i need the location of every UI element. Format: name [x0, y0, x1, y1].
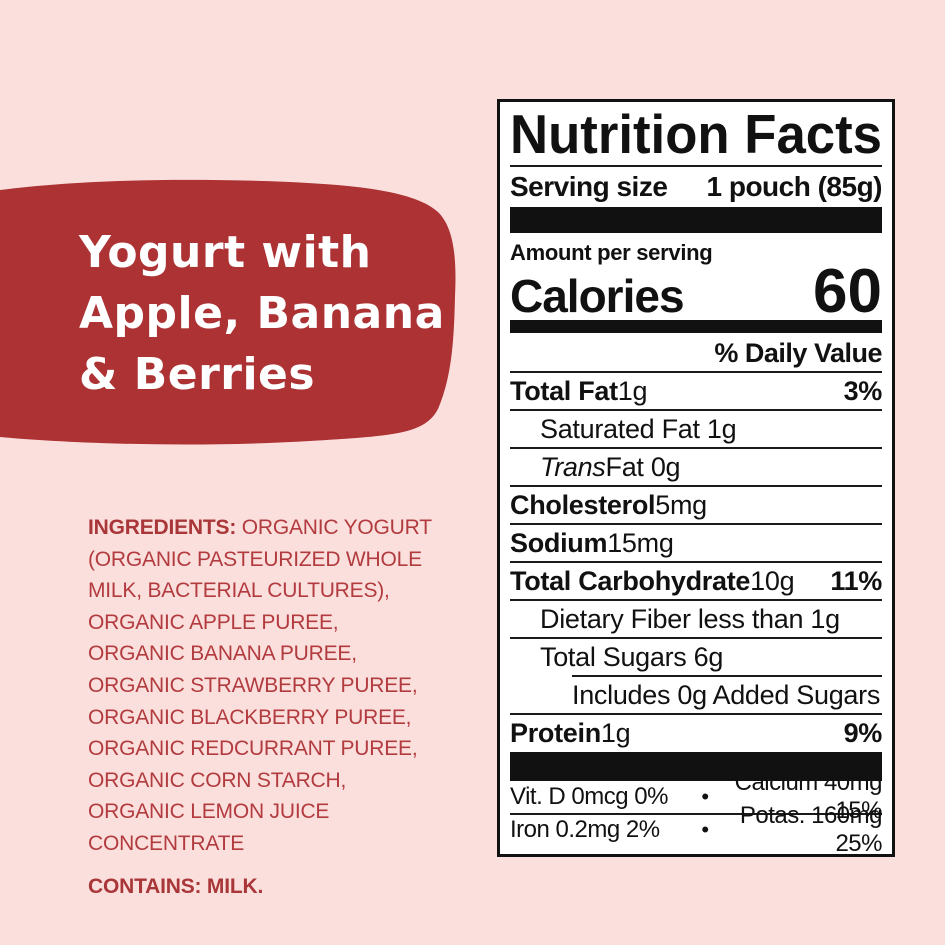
product-title-blob	[0, 168, 460, 460]
nutrient-name: Cholesterol	[510, 489, 656, 520]
nutrient-row-dietary-fiber: Dietary Fiber less than 1g	[510, 599, 882, 637]
nutrient-amount: Includes 0g Added Sugars	[572, 679, 881, 710]
nutrient-row-saturated-fat: Saturated Fat 1g	[510, 409, 882, 447]
nutrient-amount: 10g	[750, 565, 795, 596]
micronutrient-left: Iron 0.2mg 2%	[510, 816, 660, 843]
nutrient-amount: Fat 0g	[605, 451, 681, 482]
product-title-line: & Berries	[79, 349, 316, 400]
ingredients-section: INGREDIENTS: ORGANIC YOGURT (ORGANIC PAS…	[88, 512, 440, 902]
amount-per-serving-label: Amount per serving	[510, 240, 713, 265]
nutrient-row-trans-fat: Trans Fat 0g	[510, 447, 882, 485]
daily-value-header: % Daily Value	[714, 337, 882, 368]
nutrient-amount: Dietary Fiber less than 1g	[540, 603, 840, 634]
product-title: Yogurt with Apple, Banana & Berries	[79, 222, 445, 405]
nutrient-row-cholesterol: Cholesterol 5mg	[510, 485, 882, 523]
product-title-line: Yogurt with	[79, 227, 372, 278]
nutrient-amount: Saturated Fat 1g	[540, 413, 737, 444]
calories-value: 60	[813, 257, 882, 326]
nutrition-facts-title-svg: Nutrition Facts	[510, 105, 882, 165]
serving-size-value: 1 pouch (85g)	[706, 171, 882, 202]
nutrition-facts-title: Nutrition Facts	[510, 105, 882, 165]
micronutrient-row-1: Vit. D 0mcg 0% • Calcium 40mg 15%	[510, 769, 883, 824]
nutrient-row-total-sugars: Total Sugars 6g	[510, 637, 882, 675]
nutrient-row-total-carbohydrate: Total Carbohydrate 10g 11%	[510, 561, 882, 599]
divider-bar-medium	[510, 320, 882, 333]
divider-bar-thick	[510, 207, 882, 233]
micronutrient-row-2: Iron 0.2mg 2% • Potas. 160mg 25%	[510, 802, 883, 857]
allergen-statement: CONTAINS: MILK.	[88, 874, 264, 898]
divider-thin	[510, 165, 882, 167]
nutrient-amount: 15mg	[607, 527, 674, 558]
micronutrient-right: Potas. 160mg 25%	[739, 802, 883, 857]
nutrient-name: Total Fat	[510, 375, 618, 406]
nutrient-name: Sodium	[510, 527, 608, 558]
ingredients-text: INGREDIENTS: ORGANIC YOGURT (ORGANIC PAS…	[88, 512, 440, 860]
nutrient-amount: 1g	[600, 717, 631, 748]
bullet-separator: •	[701, 784, 709, 809]
serving-size-label: Serving size	[510, 171, 668, 202]
nutrient-dv: 11%	[830, 565, 882, 596]
nutrient-amount: 5mg	[655, 489, 707, 520]
nutrient-amount: 1g	[617, 375, 648, 406]
ingredients-list: ORGANIC YOGURT (ORGANIC PASTEURIZED WHOL…	[88, 516, 432, 855]
serving-size-row: Serving size 1 pouch (85g)	[510, 167, 882, 207]
nutrient-amount: Total Sugars 6g	[540, 641, 724, 672]
micronutrient-left: Vit. D 0mcg 0%	[510, 783, 668, 810]
calories-row: Calories 60	[510, 257, 882, 326]
bullet-separator: •	[701, 817, 709, 842]
nutrient-dv: 3%	[843, 375, 883, 406]
ingredients-label: INGREDIENTS:	[88, 516, 237, 539]
nutrient-name: Total Carbohydrate	[510, 565, 751, 596]
nutrient-dv: 9%	[843, 717, 883, 748]
calories-label: Calories	[510, 270, 685, 322]
nutrition-facts-label: Nutrition Facts Serving size 1 pouch (85…	[497, 99, 895, 857]
product-title-line: Apple, Banana	[79, 288, 445, 339]
nutrient-row-protein: Protein 1g 9%	[510, 713, 882, 751]
nutrient-row-total-fat: Total Fat 1g 3%	[510, 371, 882, 409]
nutrient-name: Protein	[510, 717, 601, 748]
nutrient-row-sodium: Sodium 15mg	[510, 523, 882, 561]
divider-bar-thick-bottom	[510, 752, 882, 781]
blob-shape	[0, 179, 456, 445]
nutrient-name-italic: Trans	[540, 451, 606, 482]
micronutrient-right: Calcium 40mg 15%	[734, 769, 883, 824]
nutrient-row-added-sugars: Includes 0g Added Sugars	[572, 675, 882, 713]
